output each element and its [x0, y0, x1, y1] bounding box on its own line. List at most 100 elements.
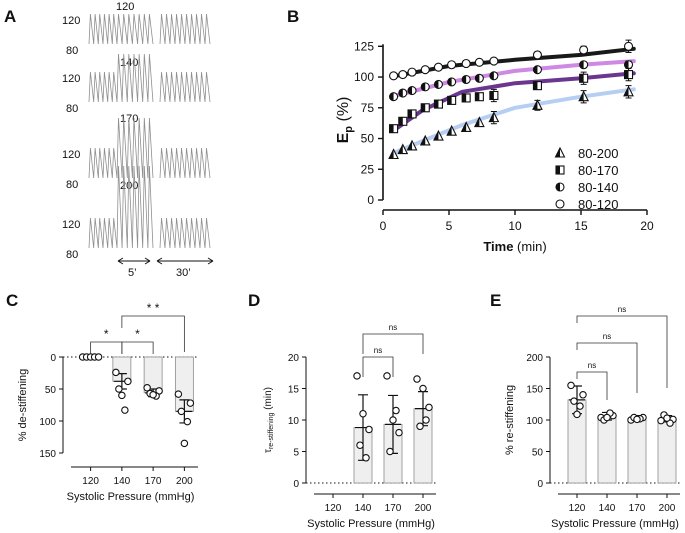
- significance-label: ns: [588, 361, 596, 370]
- significance-bracket: [90, 341, 123, 354]
- data-point: [383, 372, 391, 380]
- legend-label: 80-170: [578, 163, 618, 178]
- marker-open-circle: [398, 70, 408, 80]
- data-point: [573, 410, 581, 419]
- marker-half-square-fill: [408, 109, 413, 118]
- data-point: [419, 384, 427, 393]
- data-point: [124, 377, 132, 386]
- y-tick-label: 10: [288, 416, 300, 427]
- y-tick-label: 15: [288, 385, 300, 396]
- marker-open-circle: [461, 58, 471, 69]
- duration-short-label: 5’: [128, 267, 137, 279]
- marker-open-circle: [433, 62, 443, 72]
- x-tick-label: 200: [659, 503, 676, 514]
- significance-bracket: [121, 341, 154, 354]
- series-trace: [394, 59, 636, 98]
- data-point: [112, 368, 120, 377]
- x-axis-label: Time (min): [483, 239, 546, 254]
- wave-lower-label: 80: [66, 45, 78, 57]
- data-point: [94, 353, 103, 361]
- marker-half-circle-fill: [579, 60, 584, 69]
- marker-half-triangle-fill: [489, 112, 494, 122]
- panel-label-d: D: [248, 291, 260, 310]
- data-point: [567, 381, 575, 390]
- x-tick-label: 140: [599, 503, 616, 514]
- marker-open-circle: [474, 57, 484, 67]
- data-point: [359, 409, 367, 418]
- pressure-waveform: [88, 53, 211, 103]
- marker-half-circle-fill: [489, 71, 494, 80]
- wave-upper-label: 120: [62, 15, 80, 27]
- series-80-140: [389, 59, 636, 102]
- data-point: [186, 399, 195, 407]
- x-tick-label: 170: [145, 476, 162, 487]
- significance-label: *: [135, 327, 140, 341]
- marker-open-circle: [447, 60, 457, 70]
- x-tick-label: 140: [114, 476, 131, 487]
- series-trace: [394, 71, 636, 131]
- y-axis-label: τre-stiffening (min): [263, 387, 275, 453]
- x-tick-label: 140: [355, 503, 372, 514]
- data-point: [121, 406, 129, 414]
- y-tick-label: 100: [354, 70, 374, 84]
- y-tick-label: 0: [50, 353, 56, 364]
- y-tick-label: 0: [537, 479, 543, 490]
- duration-arrow-long: [156, 257, 214, 265]
- marker-half-square-fill: [434, 100, 439, 109]
- significance-label: ns: [603, 332, 611, 341]
- marker-half-triangle-fill: [447, 126, 452, 136]
- significance-label: ns: [389, 323, 397, 332]
- data-point: [392, 406, 400, 415]
- marker-half-triangle-fill: [555, 148, 560, 157]
- data-point: [570, 397, 578, 405]
- panel-c: C 0 50 100 150 120 140 170 200 * * * * Systolic Pres…: [6, 291, 198, 503]
- significance-label: ns: [618, 305, 626, 314]
- y-tick-label: 150: [526, 385, 543, 396]
- legend-label: 80-200: [578, 146, 618, 161]
- y-tick-label: 50: [532, 448, 544, 459]
- marker-half-circle-fill: [556, 183, 560, 191]
- significance-bracket: [362, 333, 424, 354]
- x-tick-label: 170: [385, 503, 402, 514]
- marker-half-circle-fill: [421, 82, 426, 91]
- significance-bracket: [576, 342, 638, 393]
- significance-bracket: [576, 371, 608, 400]
- y-tick-label: 125: [354, 39, 374, 53]
- panel-b: B 0 25 50 75 100 125 0 5 10 15 20 Time (min) Ep (%) 80…: [287, 7, 654, 254]
- x-axis-label: Systolic Pressure (mmHg): [307, 518, 435, 530]
- significance-label: * *: [147, 301, 160, 315]
- x-axis-label: Systolic Pressure (mmHg): [67, 491, 195, 503]
- pressure-waveform: [88, 13, 211, 45]
- x-tick-label: 120: [325, 503, 342, 514]
- series-trace: [394, 87, 636, 154]
- wave-upper-label: 120: [62, 73, 80, 85]
- series-80-120: [389, 39, 636, 81]
- y-tick-label: 200: [526, 353, 543, 364]
- significance-bracket: [121, 315, 185, 352]
- data-point: [386, 447, 394, 456]
- x-tick-label: 15: [574, 219, 588, 233]
- y-axis-label: % de-stiffening: [17, 369, 29, 442]
- data-point: [365, 425, 373, 434]
- marker-open-circle: [579, 45, 589, 55]
- y-tick-label: 50: [361, 132, 375, 146]
- y-tick-label: 100: [526, 416, 543, 427]
- data-point: [422, 416, 430, 424]
- marker-half-square-fill: [462, 93, 467, 102]
- data-point: [389, 416, 397, 424]
- wave-lower-label: 80: [66, 103, 78, 115]
- pressure-waveform: [88, 117, 211, 179]
- x-axis-label: Systolic Pressure (mmHg): [551, 518, 679, 530]
- marker-half-square-fill: [475, 92, 480, 101]
- marker-half-triangle-fill: [420, 135, 426, 145]
- panel-label-e: E: [490, 291, 501, 310]
- x-tick-label: 0: [380, 219, 387, 233]
- x-tick-label: 200: [176, 476, 193, 487]
- marker-half-circle-fill: [462, 75, 467, 84]
- marker-half-triangle-fill: [624, 86, 629, 96]
- marker-half-circle-fill: [475, 74, 480, 83]
- error-bar: [113, 373, 130, 390]
- data-point: [663, 414, 671, 422]
- wave-lower-label: 80: [66, 179, 78, 191]
